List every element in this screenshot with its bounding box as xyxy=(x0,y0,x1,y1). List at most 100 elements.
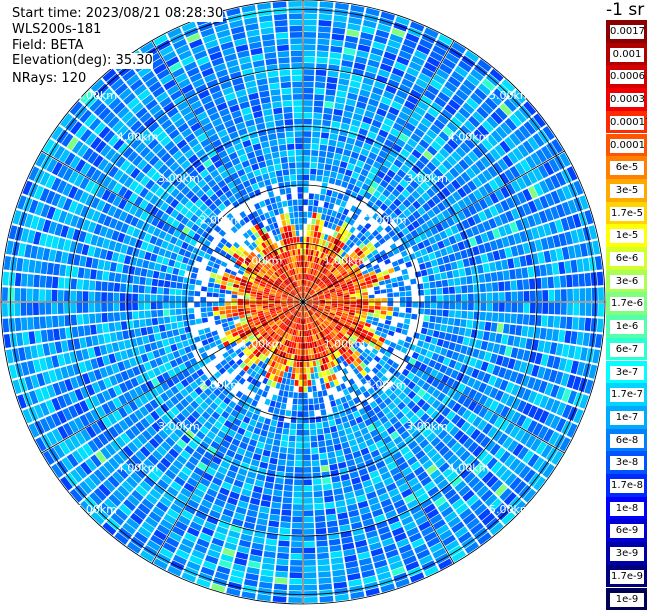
range-gate-cell xyxy=(322,421,329,428)
range-gate-cell xyxy=(254,407,262,415)
range-gate-cell xyxy=(451,151,462,162)
range-gate-cell xyxy=(303,162,310,168)
range-gate-cell xyxy=(537,366,546,379)
range-gate-cell xyxy=(33,316,40,330)
range-gate-cell xyxy=(335,147,344,155)
range-gate-cell xyxy=(451,351,460,361)
range-gate-cell xyxy=(271,445,280,453)
range-gate-cell xyxy=(312,472,321,479)
range-gate-cell xyxy=(90,136,102,150)
range-gate-cell xyxy=(273,264,279,270)
range-gate-cell xyxy=(117,232,126,243)
range-gate-cell xyxy=(293,301,299,302)
range-gate-cell xyxy=(126,458,138,471)
range-gate-cell xyxy=(409,504,422,515)
range-gate-cell xyxy=(290,423,297,430)
range-gate-cell xyxy=(146,539,161,552)
range-gate-cell xyxy=(207,45,221,55)
range-gate-cell xyxy=(201,184,211,193)
range-gate-cell xyxy=(304,286,306,292)
range-gate-cell xyxy=(399,415,409,425)
range-gate-cell xyxy=(149,104,162,116)
range-gate-cell xyxy=(321,260,327,267)
range-gate-cell xyxy=(401,515,414,526)
range-gate-cell xyxy=(189,390,199,400)
range-gate-cell xyxy=(64,290,70,302)
range-gate-cell xyxy=(339,161,348,169)
range-gate-cell xyxy=(160,152,172,163)
range-gate-cell xyxy=(520,431,531,445)
range-gate-cell xyxy=(308,323,312,330)
range-gate-cell xyxy=(269,308,276,311)
range-gate-cell xyxy=(250,47,263,56)
range-gate-cell xyxy=(231,363,239,370)
range-gate-cell xyxy=(117,449,129,462)
range-gate-cell xyxy=(265,335,272,342)
range-gate-cell xyxy=(290,283,294,289)
range-gate-cell xyxy=(320,213,326,221)
range-gate-cell xyxy=(271,502,282,509)
range-gate-cell xyxy=(458,433,469,445)
range-gate-cell xyxy=(158,272,166,280)
range-gate-cell xyxy=(373,405,382,414)
range-gate-cell xyxy=(127,494,140,507)
range-gate-cell xyxy=(187,366,196,375)
range-gate-cell xyxy=(296,261,300,268)
range-gate-cell xyxy=(494,403,505,415)
range-gate-cell xyxy=(395,411,405,420)
range-gate-cell xyxy=(276,471,285,478)
range-gate-cell xyxy=(251,433,260,441)
range-gate-cell xyxy=(89,313,96,324)
range-gate-cell xyxy=(253,231,261,239)
range-gate-cell xyxy=(477,467,490,480)
range-gate-cell xyxy=(364,177,373,186)
range-gate-cell xyxy=(541,315,548,327)
range-gate-cell xyxy=(364,374,372,382)
range-gate-cell xyxy=(389,33,404,44)
range-gate-cell xyxy=(45,190,56,205)
range-gate-cell xyxy=(249,177,257,185)
range-gate-cell xyxy=(336,232,342,240)
range-gate-cell xyxy=(305,336,308,343)
range-gate-cell xyxy=(343,308,350,312)
range-gate-cell xyxy=(79,414,90,427)
range-gate-cell xyxy=(156,147,167,159)
range-gate-cell xyxy=(80,500,94,515)
range-gate-cell xyxy=(292,75,303,82)
range-gate-cell xyxy=(283,106,293,113)
range-gate-cell xyxy=(363,338,371,345)
range-gate-cell xyxy=(208,133,219,143)
range-gate-cell xyxy=(412,200,421,210)
range-gate-cell xyxy=(360,369,368,377)
range-gate-cell xyxy=(220,318,228,324)
range-gate-cell xyxy=(253,110,263,119)
range-gate-cell xyxy=(387,402,397,411)
range-gate-cell xyxy=(336,357,342,364)
range-gate-cell xyxy=(275,228,281,235)
range-gate-cell xyxy=(332,569,346,577)
range-gate-cell xyxy=(341,328,348,333)
range-gate-cell xyxy=(168,464,180,475)
range-gate-cell xyxy=(45,415,56,430)
range-gate-cell xyxy=(156,374,165,384)
range-gate-cell xyxy=(422,166,433,176)
range-gate-cell xyxy=(573,408,584,424)
range-gate-cell xyxy=(530,438,542,452)
range-gate-cell xyxy=(188,308,195,314)
range-gate-cell xyxy=(372,212,380,221)
range-gate-cell xyxy=(227,497,238,506)
range-gate-cell xyxy=(325,508,336,515)
range-gate-cell xyxy=(374,481,385,491)
range-gate-cell xyxy=(268,300,275,302)
range-gate-cell xyxy=(324,279,330,284)
range-gate-cell xyxy=(184,250,192,258)
range-gate-cell xyxy=(303,100,313,106)
range-gate-cell xyxy=(151,310,158,318)
range-gate-cell xyxy=(261,141,270,149)
range-gate-cell xyxy=(184,504,197,515)
range-gate-cell xyxy=(354,208,362,216)
range-gate-cell xyxy=(286,313,292,318)
range-gate-cell xyxy=(249,157,258,165)
range-gate-cell xyxy=(252,453,262,461)
range-gate-cell xyxy=(396,538,410,548)
